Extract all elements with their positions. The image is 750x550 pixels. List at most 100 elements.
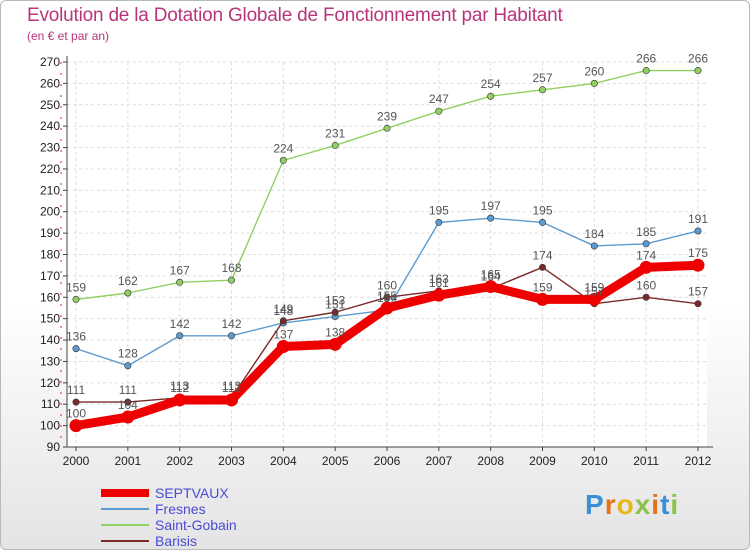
data-label-saint-gobain: 266 [688,52,708,66]
series-lines [69,67,705,433]
data-point-saint-gobain [124,289,132,297]
data-point-fresnes [694,227,702,235]
data-label-barisis: 149 [273,302,293,316]
logo-letter: o [616,489,635,520]
data-label-septvaux: 100 [66,407,86,421]
x-tick-label: 2007 [425,454,452,468]
data-point-septvaux [536,292,549,306]
data-label-septvaux: 159 [584,280,604,294]
data-point-septvaux [380,301,394,315]
data-point-barisis [331,308,339,316]
data-label-septvaux: 104 [118,398,138,412]
data-label-fresnes: 148 [273,304,293,318]
y-tick-label: 120 [40,376,60,390]
legend-label-saint-gobain: Saint-Gobain [155,517,237,533]
y-tick-label: 130 [40,354,60,368]
data-point-septvaux [432,288,446,302]
y-tick-label: 260 [40,76,60,90]
data-point-septvaux [276,339,290,353]
y-tick-label: 220 [40,162,60,176]
data-label-barisis: 153 [325,293,345,307]
axes: 90 100 110 120 130 140 150 160 170 180 190 200 210 22… [40,55,713,468]
data-label-saint-gobain: 167 [170,263,190,277]
x-tick-label: 2000 [63,454,90,468]
data-point-fresnes [590,242,598,250]
data-point-fresnes [124,362,132,370]
data-point-septvaux [484,280,498,294]
data-point-saint-gobain [538,86,546,94]
data-point-septvaux [69,419,83,433]
y-tick-label: 270 [40,55,60,69]
data-label-fresnes: 184 [584,227,604,241]
proxiti-logo: Proxiti [585,489,679,521]
data-point-septvaux [173,393,187,407]
data-label-septvaux: 137 [273,327,293,341]
data-point-barisis [383,293,391,301]
logo-letter: P [585,489,605,520]
data-label-septvaux: 161 [429,276,449,290]
logo-letter: r [604,489,617,520]
chart-title: Evolution de la Dotation Globale de Fonc… [27,5,563,26]
data-label-septvaux: 175 [688,246,708,260]
logo-letter: x [634,489,652,520]
data-label-septvaux: 138 [325,325,345,339]
data-label-fresnes: 142 [170,317,190,331]
logo-letter: t [660,489,671,520]
data-label-saint-gobain: 159 [66,280,86,294]
x-tick-label: 2005 [322,454,349,468]
data-point-fresnes [642,240,650,248]
x-tick-label: 2011 [633,454,659,468]
data-label-saint-gobain: 162 [118,274,138,288]
data-point-septvaux [639,260,653,274]
data-label-saint-gobain: 239 [377,109,397,123]
data-point-saint-gobain [279,156,287,164]
data-point-barisis [72,398,80,406]
data-label-barisis: 163 [429,272,449,286]
data-label-fresnes: 128 [118,347,138,361]
data-label-fresnes: 136 [66,330,86,344]
data-point-barisis [124,398,132,406]
legend-swatch-barisis [101,540,149,542]
data-point-saint-gobain [435,107,443,115]
logo-letter: i [670,489,680,520]
data-point-barisis [279,317,287,325]
y-tick-label: 90 [47,440,61,454]
data-point-barisis [694,300,702,308]
data-label-barisis: 160 [636,278,656,292]
data-labels: 100 104 112 112 137 138 155 161 165 159 159 174 175 1… [66,52,708,421]
data-label-septvaux: 155 [377,289,397,303]
y-tick-label: 190 [40,226,60,240]
data-label-septvaux: 165 [481,268,501,282]
data-label-fresnes: 197 [481,199,501,213]
data-label-septvaux: 174 [636,248,656,262]
y-tick-label: 150 [40,312,60,326]
logo-letter: i [651,489,661,520]
y-tick-label: 110 [41,397,60,411]
data-label-fresnes: 195 [532,203,552,217]
data-label-fresnes: 185 [636,225,656,239]
y-tick-label: 250 [40,98,60,112]
data-point-saint-gobain [331,141,339,149]
data-label-saint-gobain: 168 [221,261,241,275]
data-point-septvaux [587,292,601,306]
data-point-fresnes [538,218,546,226]
y-tick-label: 140 [40,333,60,347]
data-label-barisis: 113 [170,379,189,393]
chart-subtitle: (en € et par an) [27,29,110,43]
data-label-barisis: 157 [688,285,708,299]
legend-swatch-fresnes [101,508,149,510]
data-label-septvaux: 159 [532,280,552,294]
data-label-fresnes: 154 [377,291,397,305]
y-tick-label: 240 [40,119,60,133]
x-tick-label: 2003 [218,454,245,468]
data-point-fresnes [228,332,236,340]
data-point-septvaux [121,410,135,424]
data-label-saint-gobain: 247 [429,92,449,106]
data-point-saint-gobain [383,124,391,132]
data-point-saint-gobain [176,278,184,286]
y-tick-label: 200 [40,205,60,219]
data-label-fresnes: 191 [688,212,708,226]
legend-label-septvaux: SEPTVAUX [155,485,229,501]
y-tick-label: 230 [40,141,60,155]
data-point-septvaux [691,258,705,272]
